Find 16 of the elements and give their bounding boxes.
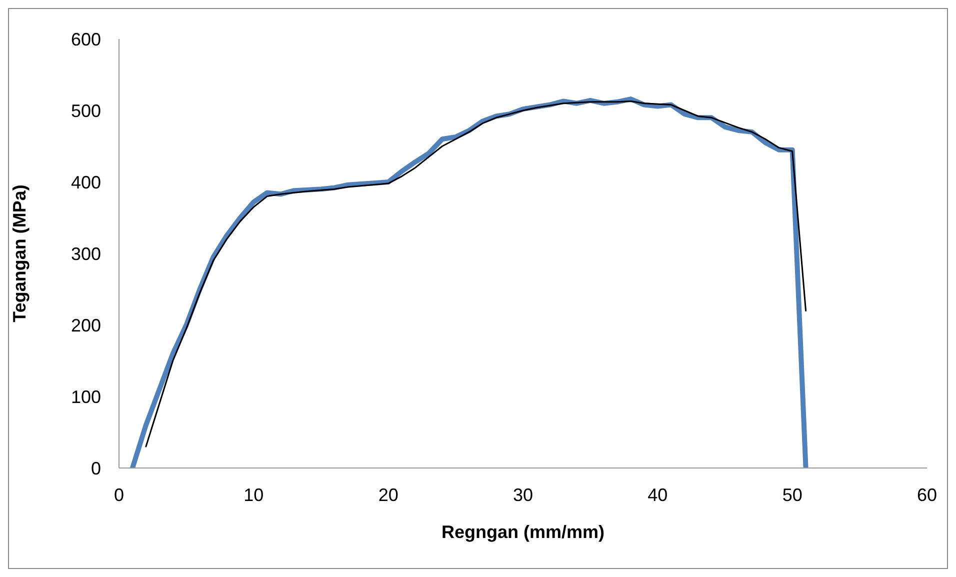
x-tick-label: 20 <box>378 484 398 505</box>
y-tick-label: 0 <box>90 458 101 478</box>
x-tick-label: 10 <box>244 484 264 505</box>
x-tick-label: 0 <box>114 484 124 505</box>
y-tick-label: 600 <box>70 29 101 50</box>
x-tick-label: 40 <box>648 484 668 505</box>
y-tick-label: 400 <box>70 172 101 192</box>
x-tick-label: 50 <box>782 484 802 505</box>
x-tick-label: 30 <box>512 484 534 505</box>
x-axis-title: Regngan (mm/mm) <box>441 522 605 542</box>
x-tick-label: 60 <box>916 484 938 505</box>
y-tick-label: 100 <box>70 386 101 407</box>
y-tick-label: 500 <box>70 100 101 121</box>
y-axis-title: Tegangan (MPa) <box>9 184 30 322</box>
y-tick-label: 200 <box>70 315 101 336</box>
y-tick-label: 300 <box>70 244 101 264</box>
